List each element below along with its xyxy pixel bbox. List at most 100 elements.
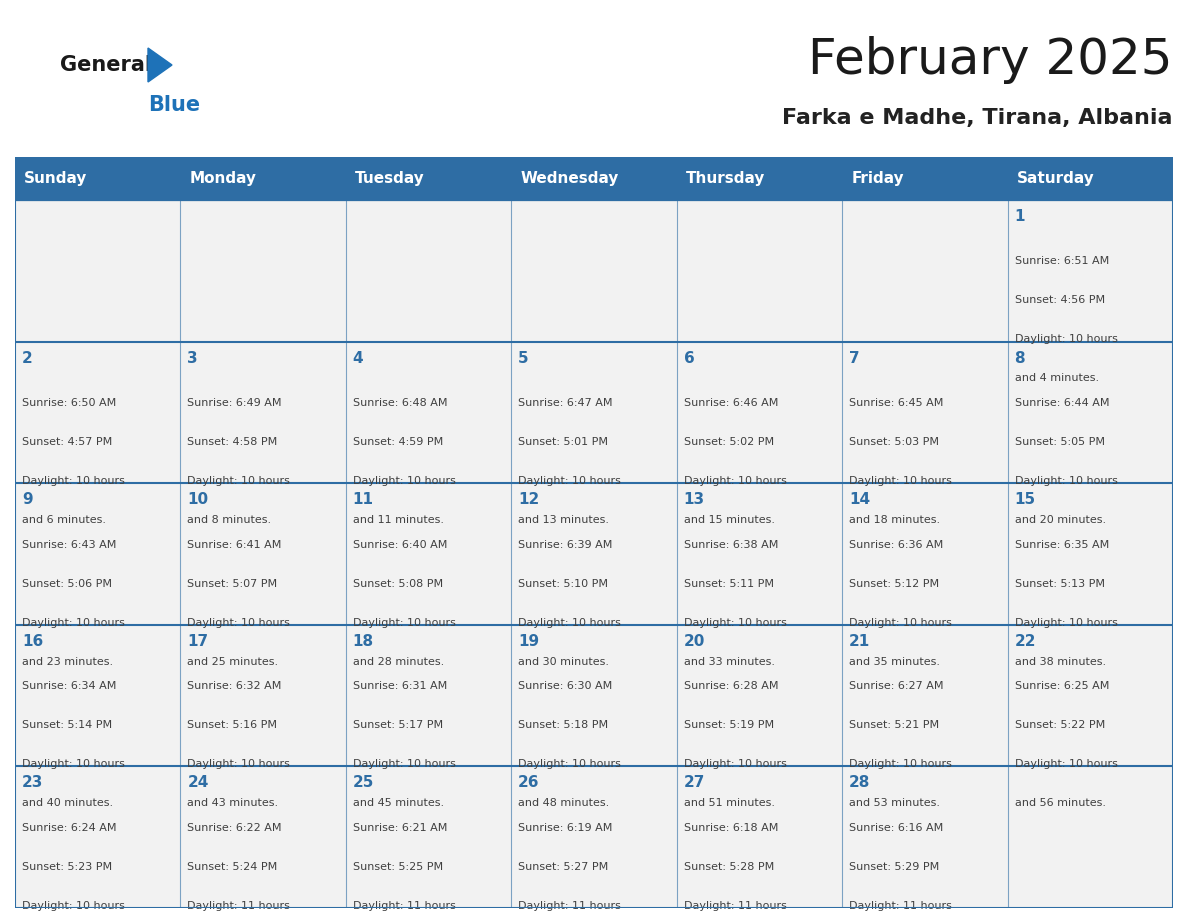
Text: Saturday: Saturday — [1017, 171, 1094, 186]
Text: Sunset: 4:58 PM: Sunset: 4:58 PM — [188, 437, 278, 447]
Text: Sunrise: 6:31 AM: Sunrise: 6:31 AM — [353, 681, 447, 691]
Text: and 56 minutes.: and 56 minutes. — [1015, 799, 1106, 808]
Text: Sunset: 4:57 PM: Sunset: 4:57 PM — [21, 437, 112, 447]
Text: Sunset: 5:16 PM: Sunset: 5:16 PM — [188, 721, 277, 730]
Text: Daylight: 10 hours: Daylight: 10 hours — [683, 476, 786, 486]
Text: Sunrise: 6:34 AM: Sunrise: 6:34 AM — [21, 681, 116, 691]
Text: Daylight: 10 hours: Daylight: 10 hours — [849, 759, 952, 769]
Text: Sunset: 5:07 PM: Sunset: 5:07 PM — [188, 578, 278, 588]
Text: Thursday: Thursday — [685, 171, 765, 186]
Text: Sunrise: 6:41 AM: Sunrise: 6:41 AM — [188, 540, 282, 550]
Text: 13: 13 — [683, 492, 704, 508]
Text: Sunrise: 6:24 AM: Sunrise: 6:24 AM — [21, 823, 116, 833]
Text: Daylight: 11 hours: Daylight: 11 hours — [188, 901, 290, 911]
Text: Daylight: 10 hours: Daylight: 10 hours — [1015, 759, 1118, 769]
Text: 3: 3 — [188, 351, 198, 365]
Text: 1: 1 — [1015, 209, 1025, 224]
Bar — [15, 625, 181, 767]
Text: 24: 24 — [188, 776, 209, 790]
Bar — [677, 341, 842, 483]
Text: Sunrise: 6:50 AM: Sunrise: 6:50 AM — [21, 397, 116, 408]
Text: 9: 9 — [21, 492, 32, 508]
Bar — [677, 200, 842, 341]
Text: Sunrise: 6:25 AM: Sunrise: 6:25 AM — [1015, 681, 1108, 691]
Bar — [1007, 483, 1173, 625]
Text: Blue: Blue — [148, 95, 200, 115]
Bar — [511, 483, 677, 625]
Text: Sunrise: 6:45 AM: Sunrise: 6:45 AM — [849, 397, 943, 408]
Text: Sunset: 5:12 PM: Sunset: 5:12 PM — [849, 578, 940, 588]
Text: Tuesday: Tuesday — [355, 171, 425, 186]
Text: and 15 minutes.: and 15 minutes. — [683, 515, 775, 525]
Text: Sunrise: 6:16 AM: Sunrise: 6:16 AM — [849, 823, 943, 833]
Bar — [842, 625, 1007, 767]
Bar — [181, 767, 346, 908]
Text: and 45 minutes.: and 45 minutes. — [353, 799, 444, 808]
Bar — [842, 483, 1007, 625]
Text: Daylight: 11 hours: Daylight: 11 hours — [353, 901, 456, 911]
Text: Sunrise: 6:44 AM: Sunrise: 6:44 AM — [1015, 397, 1110, 408]
Text: 14: 14 — [849, 492, 871, 508]
Bar — [346, 341, 511, 483]
Text: Sunrise: 6:21 AM: Sunrise: 6:21 AM — [353, 823, 447, 833]
Text: 6: 6 — [683, 351, 695, 365]
Text: 27: 27 — [683, 776, 704, 790]
Text: Sunrise: 6:32 AM: Sunrise: 6:32 AM — [188, 681, 282, 691]
Text: Sunset: 5:27 PM: Sunset: 5:27 PM — [518, 862, 608, 872]
Text: and 13 minutes.: and 13 minutes. — [518, 515, 609, 525]
Bar — [346, 625, 511, 767]
Text: Sunrise: 6:48 AM: Sunrise: 6:48 AM — [353, 397, 448, 408]
Text: Sunrise: 6:43 AM: Sunrise: 6:43 AM — [21, 540, 116, 550]
Text: Sunrise: 6:27 AM: Sunrise: 6:27 AM — [849, 681, 943, 691]
Text: Sunset: 5:10 PM: Sunset: 5:10 PM — [518, 578, 608, 588]
Text: and 23 minutes.: and 23 minutes. — [21, 656, 113, 666]
Text: 17: 17 — [188, 633, 209, 649]
Bar — [511, 200, 677, 341]
Text: 5: 5 — [518, 351, 529, 365]
Bar — [1007, 341, 1173, 483]
Text: Daylight: 10 hours: Daylight: 10 hours — [849, 618, 952, 628]
Bar — [511, 625, 677, 767]
Text: General: General — [61, 55, 152, 75]
Text: Sunrise: 6:51 AM: Sunrise: 6:51 AM — [1015, 256, 1108, 266]
Text: Daylight: 10 hours: Daylight: 10 hours — [353, 759, 456, 769]
Text: 26: 26 — [518, 776, 539, 790]
Text: Daylight: 10 hours: Daylight: 10 hours — [683, 618, 786, 628]
Text: February 2025: February 2025 — [809, 36, 1173, 84]
Text: and 48 minutes.: and 48 minutes. — [518, 799, 609, 808]
Text: Sunrise: 6:19 AM: Sunrise: 6:19 AM — [518, 823, 613, 833]
Text: Daylight: 10 hours: Daylight: 10 hours — [1015, 334, 1118, 344]
Text: Daylight: 11 hours: Daylight: 11 hours — [683, 901, 786, 911]
Text: and 38 minutes.: and 38 minutes. — [1015, 656, 1106, 666]
Bar — [181, 483, 346, 625]
Text: 20: 20 — [683, 633, 704, 649]
Bar — [1007, 200, 1173, 341]
Text: and 53 minutes.: and 53 minutes. — [849, 799, 940, 808]
Text: 18: 18 — [353, 633, 374, 649]
Text: Sunrise: 6:49 AM: Sunrise: 6:49 AM — [188, 397, 282, 408]
Text: and 8 minutes.: and 8 minutes. — [188, 515, 272, 525]
Text: Sunset: 5:18 PM: Sunset: 5:18 PM — [518, 721, 608, 730]
Bar — [181, 341, 346, 483]
Text: Daylight: 10 hours: Daylight: 10 hours — [188, 618, 290, 628]
Text: Daylight: 10 hours: Daylight: 10 hours — [683, 759, 786, 769]
Bar — [181, 625, 346, 767]
Text: Daylight: 10 hours: Daylight: 10 hours — [21, 759, 125, 769]
Bar — [181, 200, 346, 341]
Text: and 40 minutes.: and 40 minutes. — [21, 799, 113, 808]
Text: Sunrise: 6:30 AM: Sunrise: 6:30 AM — [518, 681, 613, 691]
Bar — [15, 767, 181, 908]
Text: Sunrise: 6:38 AM: Sunrise: 6:38 AM — [683, 540, 778, 550]
Text: 4: 4 — [353, 351, 364, 365]
Text: Sunset: 5:03 PM: Sunset: 5:03 PM — [849, 437, 939, 447]
Text: Daylight: 11 hours: Daylight: 11 hours — [518, 901, 621, 911]
Text: Sunrise: 6:22 AM: Sunrise: 6:22 AM — [188, 823, 282, 833]
Text: Daylight: 10 hours: Daylight: 10 hours — [21, 618, 125, 628]
Text: and 4 minutes.: and 4 minutes. — [1015, 374, 1099, 384]
Text: and 33 minutes.: and 33 minutes. — [683, 656, 775, 666]
Text: Daylight: 10 hours: Daylight: 10 hours — [21, 901, 125, 911]
Text: Sunset: 5:28 PM: Sunset: 5:28 PM — [683, 862, 773, 872]
Bar — [15, 483, 181, 625]
Text: Daylight: 10 hours: Daylight: 10 hours — [353, 476, 456, 486]
Bar — [346, 767, 511, 908]
